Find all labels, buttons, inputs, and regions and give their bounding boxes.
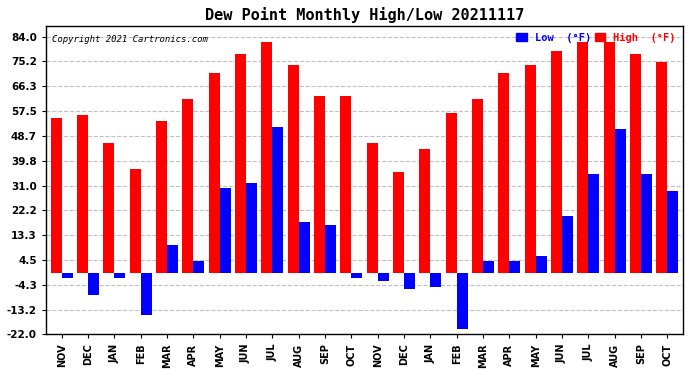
Bar	[604, 42, 615, 273]
Bar	[262, 42, 273, 273]
Bar	[104, 144, 115, 273]
Bar	[208, 73, 219, 273]
Bar	[50, 118, 62, 273]
Bar	[578, 42, 589, 273]
Bar	[615, 129, 626, 273]
Bar	[472, 99, 483, 273]
Bar	[273, 127, 284, 273]
Bar	[299, 222, 310, 273]
Bar	[246, 183, 257, 273]
Bar	[420, 149, 431, 273]
Bar	[115, 273, 126, 278]
Title: Dew Point Monthly High/Low 20211117: Dew Point Monthly High/Low 20211117	[205, 7, 524, 23]
Bar	[641, 174, 652, 273]
Bar	[535, 256, 546, 273]
Bar	[446, 112, 457, 273]
Bar	[589, 174, 600, 273]
Bar	[219, 188, 230, 273]
Bar	[457, 273, 468, 329]
Bar	[62, 273, 73, 278]
Bar	[524, 65, 535, 273]
Bar	[156, 121, 167, 273]
Bar	[630, 54, 641, 273]
Bar	[509, 261, 520, 273]
Bar	[88, 273, 99, 295]
Bar	[551, 51, 562, 273]
Bar	[351, 273, 362, 278]
Bar	[288, 65, 299, 273]
Bar	[340, 96, 351, 273]
Bar	[193, 261, 204, 273]
Bar	[235, 54, 246, 273]
Bar	[167, 244, 178, 273]
Text: Copyright 2021 Cartronics.com: Copyright 2021 Cartronics.com	[52, 35, 208, 44]
Bar	[366, 144, 377, 273]
Bar	[393, 171, 404, 273]
Bar	[431, 273, 442, 286]
Legend: Low  (°F), High  (°F): Low (°F), High (°F)	[514, 31, 678, 45]
Bar	[141, 273, 152, 315]
Bar	[498, 73, 509, 273]
Bar	[314, 96, 325, 273]
Bar	[404, 273, 415, 290]
Bar	[656, 62, 667, 273]
Bar	[667, 191, 678, 273]
Bar	[130, 169, 141, 273]
Bar	[562, 216, 573, 273]
Bar	[377, 273, 388, 281]
Bar	[483, 261, 494, 273]
Bar	[182, 99, 193, 273]
Bar	[77, 116, 88, 273]
Bar	[325, 225, 336, 273]
